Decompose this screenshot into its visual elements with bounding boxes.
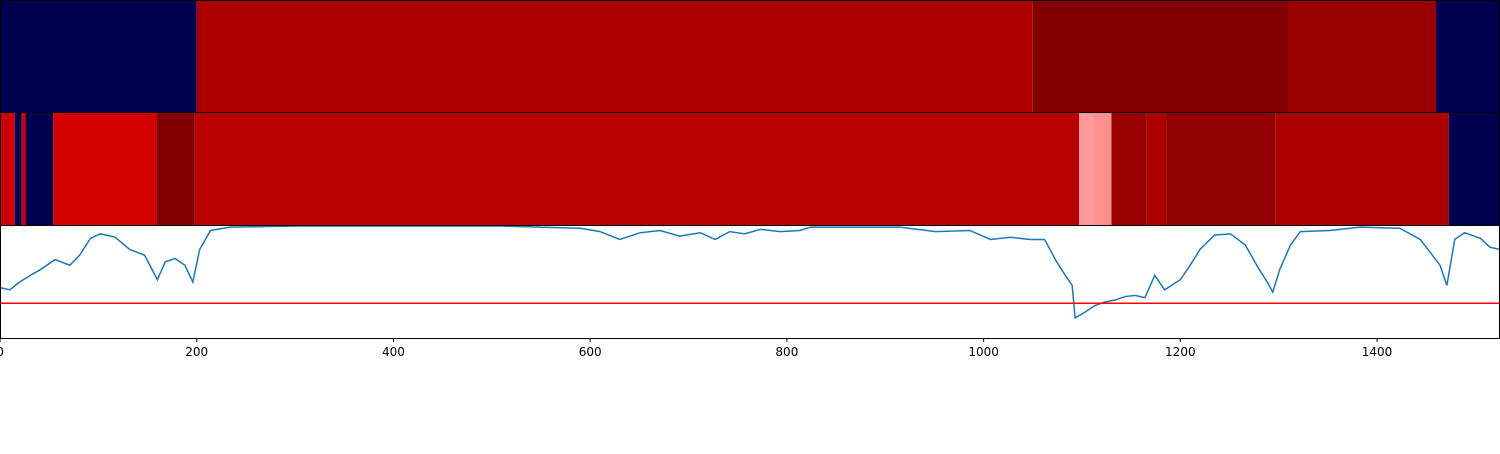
x-tick-label: 600 xyxy=(579,345,602,359)
band-segment xyxy=(1166,113,1276,225)
band-segment xyxy=(1146,113,1167,225)
band-segment xyxy=(1079,113,1093,225)
band-segment xyxy=(1032,1,1289,112)
band-segment xyxy=(0,1,197,112)
band-segment xyxy=(21,113,26,225)
band-segment xyxy=(194,113,1080,225)
x-tick-label: 1000 xyxy=(968,345,999,359)
band-segment xyxy=(196,1,1033,112)
band-segment xyxy=(1448,113,1500,225)
x-tick-label: 400 xyxy=(382,345,405,359)
band-segment xyxy=(1275,113,1449,225)
data-line xyxy=(0,225,1500,320)
band-segment xyxy=(156,113,195,225)
band-segment xyxy=(1092,113,1112,225)
x-tick-label: 1200 xyxy=(1165,345,1196,359)
x-tick-label: 200 xyxy=(185,345,208,359)
band-segment xyxy=(1288,1,1437,112)
band-segment xyxy=(1111,113,1147,225)
x-tick-label: 0 xyxy=(0,345,4,359)
band-segment xyxy=(25,113,54,225)
band-segment xyxy=(0,113,15,225)
x-tick-label: 1400 xyxy=(1362,345,1393,359)
x-tick-label: 800 xyxy=(775,345,798,359)
panel-frame xyxy=(0,225,1500,339)
band-segment xyxy=(14,113,22,225)
band-segment xyxy=(53,113,157,225)
band-segment xyxy=(1436,1,1500,112)
